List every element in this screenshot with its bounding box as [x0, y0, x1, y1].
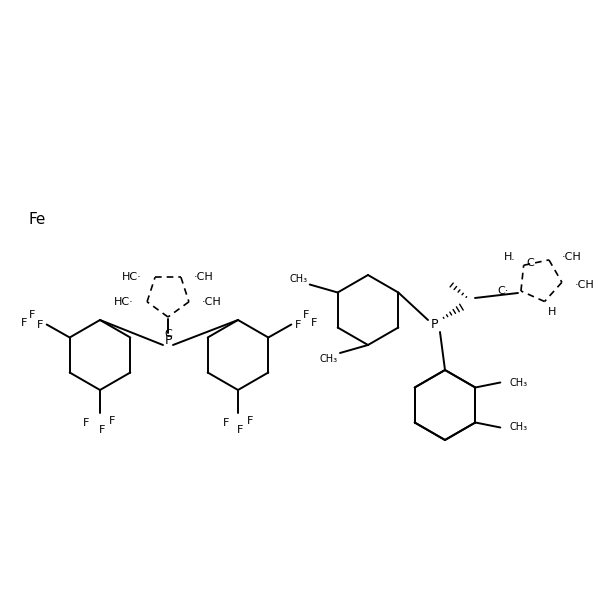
Text: C·: C·	[497, 286, 509, 296]
Text: F: F	[311, 317, 317, 328]
Text: F: F	[109, 416, 115, 426]
Text: ·CH: ·CH	[575, 280, 595, 290]
Text: F: F	[83, 418, 89, 428]
Text: P: P	[431, 319, 439, 331]
Text: ·CH: ·CH	[194, 272, 214, 282]
Text: F: F	[247, 416, 253, 426]
Text: C: C	[164, 329, 172, 339]
Text: F: F	[37, 319, 43, 329]
Text: CH₃: CH₃	[290, 274, 308, 283]
Text: F: F	[237, 425, 243, 435]
Text: F: F	[295, 319, 301, 329]
Text: F: F	[303, 310, 310, 319]
Text: HC·: HC·	[122, 272, 142, 282]
Text: H.: H.	[504, 252, 515, 262]
Text: HC·: HC·	[115, 297, 134, 307]
Text: F: F	[99, 425, 105, 435]
Text: H: H	[548, 307, 556, 317]
Text: CH₃: CH₃	[509, 422, 527, 433]
Text: P: P	[164, 334, 172, 346]
Text: F: F	[20, 317, 27, 328]
Text: C: C	[527, 258, 535, 268]
Text: CH₃: CH₃	[320, 354, 338, 364]
Text: CH₃: CH₃	[509, 377, 527, 388]
Text: F: F	[223, 418, 229, 428]
Text: Fe: Fe	[28, 212, 46, 227]
Text: ·CH: ·CH	[202, 297, 221, 307]
Text: F: F	[29, 310, 35, 319]
Text: ·CH: ·CH	[562, 252, 581, 262]
